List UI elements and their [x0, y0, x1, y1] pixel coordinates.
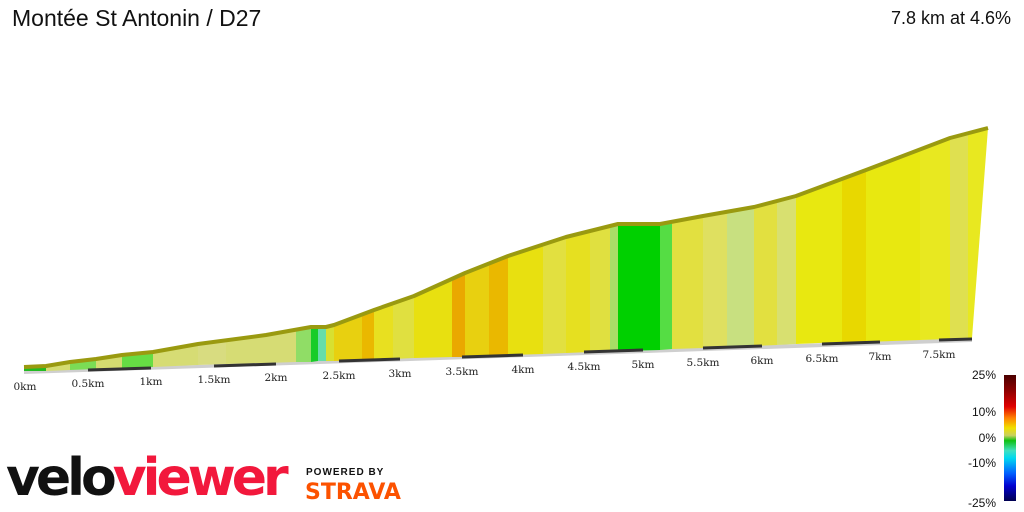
svg-text:3.5km: 3.5km	[445, 366, 478, 378]
legend-label-0: 0%	[978, 431, 996, 445]
svg-text:4.5km: 4.5km	[567, 361, 600, 373]
km-tick-bars	[87, 337, 973, 372]
elevation-profile-chart: 0km 0.5km 1km 1.5km 2km 2.5km 3km 3.5km …	[14, 126, 989, 393]
profile-segments	[24, 128, 988, 371]
svg-text:5.5km: 5.5km	[686, 357, 719, 369]
strava-logo: STRAVA	[305, 480, 401, 505]
logo-velo: velo	[6, 448, 117, 508]
svg-text:6km: 6km	[751, 355, 774, 367]
powered-by-label: POWERED BY	[306, 467, 385, 478]
svg-text:1km: 1km	[140, 376, 163, 388]
svg-text:5km: 5km	[632, 359, 655, 371]
svg-text:6.5km: 6.5km	[805, 353, 838, 365]
svg-text:0km: 0km	[14, 381, 37, 393]
veloviewer-logo: veloviewer	[6, 452, 289, 504]
legend-label-neg25: -25%	[967, 496, 996, 510]
x-axis-labels: 0km 0.5km 1km 1.5km 2km 2.5km 3km 3.5km …	[14, 349, 956, 393]
climb-summary: 7.8 km at 4.6%	[890, 8, 1011, 28]
svg-text:2.5km: 2.5km	[322, 370, 355, 382]
svg-text:2km: 2km	[265, 372, 288, 384]
page-title: Montée St Antonin / D27	[12, 5, 262, 31]
svg-text:7km: 7km	[869, 351, 892, 363]
legend-label-neg10: -10%	[967, 456, 996, 470]
profile-top-edge	[23, 126, 989, 369]
svg-text:7.5km: 7.5km	[922, 349, 955, 361]
svg-text:3km: 3km	[389, 368, 412, 380]
gradient-color-scale	[1004, 375, 1016, 501]
svg-text:0.5km: 0.5km	[71, 378, 104, 390]
svg-text:1.5km: 1.5km	[197, 374, 230, 386]
svg-text:4km: 4km	[512, 364, 535, 376]
legend-label-25: 25%	[971, 368, 996, 382]
logo-viewer: viewer	[112, 448, 289, 508]
legend-label-10: 10%	[971, 405, 996, 419]
